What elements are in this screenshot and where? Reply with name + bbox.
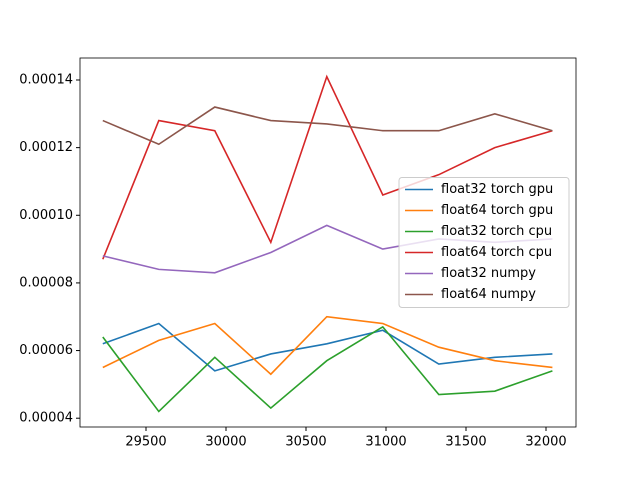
- x-tick-label: 31500: [445, 435, 486, 450]
- x-tick-label: 30000: [205, 435, 246, 450]
- y-tick-label: 0.00008: [19, 275, 73, 290]
- series-line: [102, 325, 553, 413]
- legend-label: float64 torch cpu: [441, 245, 552, 260]
- y-tick-label: 0.00012: [19, 140, 73, 155]
- y-tick-label: 0.00004: [19, 411, 73, 426]
- plot-frame: [79, 57, 577, 428]
- legend: float32 torch gpu float64 torch gpu float3…: [398, 177, 570, 308]
- legend-label: float32 torch gpu: [441, 182, 553, 197]
- legend-label: float64 numpy: [441, 287, 536, 302]
- series-line: [102, 315, 553, 376]
- series-line: [102, 74, 553, 260]
- y-tick-label: 0.00010: [19, 208, 73, 223]
- x-tick-label: 30500: [285, 435, 326, 450]
- series-line: [102, 322, 553, 372]
- legend-label: float32 numpy: [441, 266, 536, 281]
- x-tick-label: 29500: [125, 435, 166, 450]
- y-tick-label: 0.00014: [19, 72, 73, 87]
- series-line: [102, 106, 553, 146]
- legend-label: float32 torch cpu: [441, 224, 552, 239]
- legend-box: [398, 177, 570, 308]
- legend-label: float64 torch gpu: [441, 203, 553, 218]
- y-tick-label: 0.00006: [19, 343, 73, 358]
- x-tick-label: 32000: [525, 435, 566, 450]
- x-tick-label: 31000: [365, 435, 406, 450]
